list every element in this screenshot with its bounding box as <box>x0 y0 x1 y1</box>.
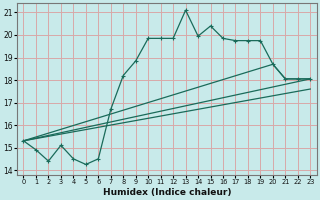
X-axis label: Humidex (Indice chaleur): Humidex (Indice chaleur) <box>103 188 231 197</box>
